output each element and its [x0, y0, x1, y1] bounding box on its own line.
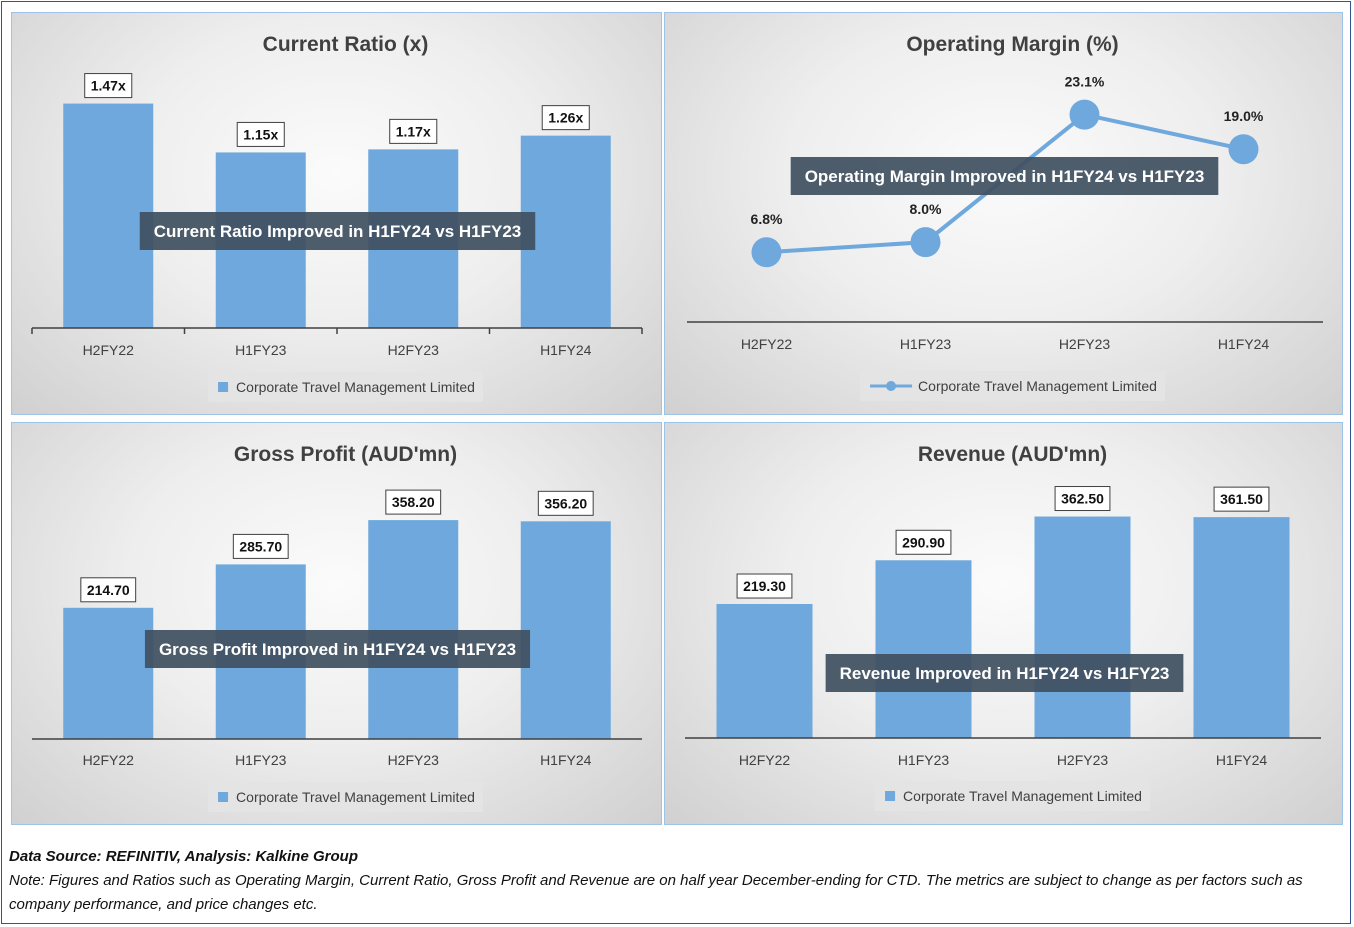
bar-h2fy22	[716, 604, 813, 738]
data-label-box	[84, 73, 133, 99]
annotation-text: Current Ratio Improved in H1FY24 vs H1FY…	[154, 222, 522, 241]
annotation-text: Revenue Improved in H1FY24 vs H1FY23	[840, 664, 1170, 683]
data-label-box	[736, 573, 793, 599]
operating-margin-chart-panel: Operating Margin (%) 6.8% 8.0% 23.1% 19.0% H2…	[664, 12, 1343, 415]
data-label: 1.26x	[548, 110, 583, 126]
data-label: 23.1%	[1065, 74, 1105, 90]
bar-h2fy23	[1034, 516, 1131, 738]
data-label-box	[1054, 486, 1111, 512]
data-source-text: Data Source: REFINITIV, Analysis: Kalkin…	[9, 848, 358, 865]
data-label: 19.0%	[1224, 108, 1264, 124]
legend-swatch	[885, 791, 896, 801]
annotation-box	[144, 630, 531, 668]
x-tick-label: H1FY24	[1216, 752, 1268, 768]
legend-label: Corporate Travel Management Limited	[903, 788, 1142, 804]
legend-label: Corporate Travel Management Limited	[918, 378, 1157, 394]
annotation-box	[139, 212, 536, 250]
data-label: 361.50	[1220, 491, 1263, 507]
x-tick-label: H2FY22	[83, 752, 135, 768]
x-tick-label: H2FY22	[741, 336, 793, 352]
data-label-box	[541, 105, 590, 131]
bar-h2fy22	[63, 103, 154, 328]
data-label: 214.70	[87, 582, 130, 598]
data-label: 290.90	[902, 534, 945, 550]
bar-h1fy23	[875, 560, 972, 738]
x-tick-label: H1FY23	[235, 752, 287, 768]
x-tick-label: H2FY22	[739, 752, 791, 768]
x-tick-label: H1FY23	[900, 336, 952, 352]
point-h2fy22	[751, 237, 782, 268]
data-label-box	[1213, 486, 1270, 512]
x-tick-label: H1FY24	[540, 752, 592, 768]
data-label: 1.47x	[91, 78, 126, 94]
data-label: 8.0%	[910, 201, 942, 217]
annotation-text: Gross Profit Improved in H1FY24 vs H1FY2…	[159, 640, 516, 659]
bar-h1fy24	[1193, 517, 1290, 738]
legend-box	[875, 781, 1150, 811]
chart-title: Operating Margin (%)	[906, 33, 1118, 56]
data-label: 362.50	[1061, 491, 1104, 507]
data-label-box	[537, 490, 594, 516]
revenue-chart-panel: Revenue (AUD'mn) 219.30 290.90 362.50 361.50…	[664, 422, 1343, 825]
data-label-box	[389, 118, 438, 144]
x-tick-label: H2FY23	[1059, 336, 1111, 352]
x-tick-label: H1FY23	[898, 752, 950, 768]
x-tick-label: H1FY24	[540, 342, 592, 358]
x-tick-label: H2FY23	[1057, 752, 1109, 768]
current-ratio-chart-panel: Current Ratio (x) 1.47x 1.15x 1.17x 1.26x H2F…	[11, 12, 662, 415]
data-label: 1.17x	[396, 123, 431, 139]
chart-title: Gross Profit (AUD'mn)	[234, 443, 457, 466]
chart-title: Current Ratio (x)	[263, 33, 429, 56]
legend-marker-swatch	[886, 381, 897, 391]
legend-label: Corporate Travel Management Limited	[236, 789, 475, 805]
point-h1fy23	[910, 227, 941, 258]
data-label: 1.15x	[243, 126, 278, 142]
chart-title: Revenue (AUD'mn)	[918, 443, 1107, 466]
bar-h2fy23	[368, 520, 459, 739]
revenue-chart: Revenue (AUD'mn) 219.30 290.90 362.50 361.50…	[685, 443, 1321, 811]
data-label: 356.20	[544, 495, 587, 511]
bar-h1fy24	[520, 135, 611, 328]
point-h1fy24	[1228, 134, 1259, 165]
x-tick-label: H2FY23	[388, 752, 440, 768]
footer: Data Source: REFINITIV, Analysis: Kalkin…	[9, 845, 1344, 917]
point-h2fy23	[1069, 99, 1100, 130]
x-tick-label: H2FY22	[83, 342, 135, 358]
data-label-box	[236, 121, 285, 147]
data-label: 219.30	[743, 578, 786, 594]
data-label: 6.8%	[751, 211, 783, 227]
gross-profit-chart: Gross Profit (AUD'mn) 214.70 285.70 358.20 3…	[32, 443, 642, 812]
legend-box	[208, 782, 483, 812]
data-label-box	[232, 533, 289, 559]
bar-h2fy22	[63, 607, 154, 739]
data-label-box	[80, 577, 137, 603]
data-label: 358.20	[392, 494, 435, 510]
x-tick-label: H1FY23	[235, 342, 287, 358]
annotation-box	[825, 654, 1184, 692]
annotation-text: Operating Margin Improved in H1FY24 vs H…	[805, 167, 1205, 186]
legend-label: Corporate Travel Management Limited	[236, 379, 475, 395]
operating-margin-chart: Operating Margin (%) 6.8% 8.0% 23.1% 19.0% H2…	[687, 33, 1323, 401]
bar-h1fy24	[520, 521, 611, 739]
gross-profit-chart-panel: Gross Profit (AUD'mn) 214.70 285.70 358.20 3…	[11, 422, 662, 825]
x-tick-label: H1FY24	[1218, 336, 1270, 352]
data-label-box	[895, 529, 952, 555]
x-tick-label: H2FY23	[388, 342, 440, 358]
current-ratio-chart: Current Ratio (x) 1.47x 1.15x 1.17x 1.26x H2F…	[31, 33, 643, 402]
legend-box	[208, 372, 483, 402]
note-text: Note: Figures and Ratios such as Operati…	[9, 872, 1303, 913]
legend-swatch	[218, 792, 229, 802]
data-label: 285.70	[239, 538, 282, 554]
data-label-box	[385, 489, 442, 515]
legend-swatch	[218, 382, 229, 392]
annotation-box	[790, 157, 1219, 195]
